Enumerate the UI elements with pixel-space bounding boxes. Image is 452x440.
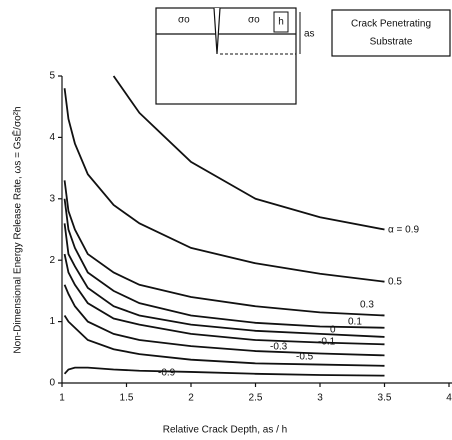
y-tick-label: 5 — [49, 71, 55, 82]
curve-label: -0.9 — [158, 368, 176, 379]
x-tick-label: 1 — [59, 393, 65, 404]
curve — [63, 180, 385, 317]
y-tick-label: 2 — [49, 255, 55, 266]
curve-label: 0.1 — [348, 317, 362, 328]
y-tick-label: 0 — [49, 378, 55, 389]
y-axis-label: Non-Dimensional Energy Release Rate, ωs … — [12, 106, 24, 353]
y-tick-label: 3 — [49, 193, 55, 204]
curve-label: -0.5 — [296, 352, 314, 363]
y-tick-label: 1 — [49, 316, 55, 327]
curve-label: -0.3 — [270, 342, 288, 353]
curve-label: 0 — [330, 325, 336, 336]
curve-label: 0.5 — [388, 277, 402, 288]
curve — [112, 75, 385, 231]
thickness-label: h — [278, 17, 284, 28]
x-tick-label: 3.5 — [378, 393, 392, 404]
curve — [63, 366, 385, 377]
x-tick-label: 2 — [188, 393, 194, 404]
curve — [63, 88, 385, 283]
x-tick-label: 2.5 — [249, 393, 263, 404]
x-tick-label: 1.5 — [120, 393, 134, 404]
thickness-box — [273, 11, 289, 33]
caption-box — [331, 9, 451, 57]
curve — [63, 223, 385, 338]
curve — [63, 284, 385, 357]
x-axis-label: Relative Crack Depth, as / h — [163, 425, 288, 436]
x-tick-label: 4 — [446, 393, 452, 404]
curve — [63, 314, 385, 367]
curve-label: -0.1 — [318, 337, 336, 348]
curve — [63, 198, 385, 329]
stress-label: σo — [248, 15, 260, 26]
curve-label: 0.3 — [360, 300, 374, 311]
caption: Substrate — [370, 37, 413, 48]
substrate — [155, 7, 297, 105]
inset-diagram: σo σo h as Crack Penetrating Substrate — [155, 7, 451, 105]
caption: Crack Penetrating — [351, 19, 431, 30]
y-tick-label: 4 — [49, 132, 55, 143]
crack — [213, 7, 221, 55]
curve-label: α = 0.9 — [388, 225, 420, 236]
depth-label: as — [304, 29, 315, 40]
x-tick-label: 3 — [317, 393, 323, 404]
curve — [63, 253, 385, 346]
stress-label: σo — [178, 15, 190, 26]
